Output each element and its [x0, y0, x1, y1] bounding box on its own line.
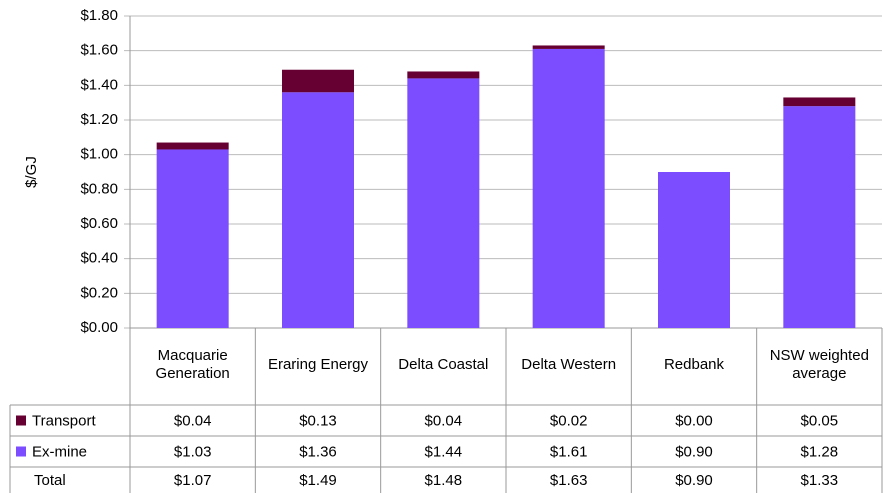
y-tick-label: $0.00: [80, 319, 118, 336]
category-label: Delta Coastal: [398, 356, 489, 373]
table-value: $1.03: [174, 443, 212, 460]
table-value: $1.33: [801, 472, 839, 489]
y-tick-label: $0.80: [80, 180, 118, 197]
table-value: $0.90: [675, 443, 713, 460]
y-axis-label: $/GJ: [23, 156, 40, 188]
bar-segment: [407, 78, 480, 329]
table-value: $1.49: [299, 472, 337, 489]
y-tick-label: $1.20: [80, 111, 118, 128]
y-tick-label: $1.60: [80, 42, 118, 59]
total-label: Total: [34, 472, 66, 489]
category-label-box: Macquarie Generation: [155, 347, 230, 382]
table-value: $0.90: [675, 472, 713, 489]
table-value: $0.13: [299, 412, 337, 429]
table-value: $0.04: [425, 412, 463, 429]
category-label: Redbank: [663, 356, 725, 373]
category-label-box: Delta Western: [521, 356, 617, 373]
table-value: $1.36: [299, 443, 337, 460]
category-label: Eraring Energy: [267, 356, 369, 373]
y-tick-label: $1.40: [80, 76, 118, 93]
bar-segment: [407, 71, 480, 79]
y-tick-label: $0.60: [80, 215, 118, 232]
y-tick-label: $0.20: [80, 284, 118, 301]
bar-segment: [532, 45, 605, 49]
table-value: $1.07: [174, 472, 212, 489]
bar-segment: [156, 142, 229, 150]
y-tick-label: $0.40: [80, 250, 118, 267]
table-value: $1.28: [801, 443, 839, 460]
bar-segment: [658, 172, 730, 328]
table-value: $1.44: [425, 443, 463, 460]
legend-label: Ex-mine: [32, 443, 87, 460]
legend-swatch: [16, 446, 26, 457]
bar-segment: [783, 106, 856, 328]
category-label-box: Eraring Energy: [267, 356, 369, 373]
bar-segment: [282, 92, 354, 329]
y-tick-label: $1.00: [80, 146, 118, 163]
table-value: $1.63: [550, 472, 588, 489]
legend-swatch: [16, 415, 26, 426]
category-label: Delta Western: [521, 356, 617, 373]
table-value: $0.00: [675, 412, 713, 429]
table-value: $1.61: [550, 443, 588, 460]
bar-segment: [532, 48, 605, 328]
bar-segment: [282, 69, 354, 93]
table-value: $0.05: [801, 412, 839, 429]
bar-segment: [783, 97, 856, 107]
table-value: $0.02: [550, 412, 588, 429]
bar-segment: [156, 149, 229, 328]
legend-label: Transport: [32, 412, 96, 429]
table-value: $1.48: [425, 472, 463, 489]
category-label: NSW weighted average: [769, 347, 869, 382]
category-label-box: Redbank: [663, 356, 725, 373]
category-label: Macquarie Generation: [155, 347, 230, 382]
y-tick-label: $1.80: [80, 7, 118, 24]
table-value: $0.04: [174, 412, 212, 429]
category-label-box: Delta Coastal: [398, 356, 489, 373]
category-label-box: NSW weighted average: [769, 347, 869, 382]
